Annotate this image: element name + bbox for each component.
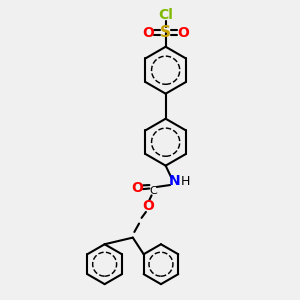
Text: S: S — [160, 25, 171, 40]
Text: O: O — [142, 199, 154, 213]
Text: N: N — [169, 174, 181, 188]
Text: H: H — [180, 175, 190, 188]
Text: C: C — [149, 186, 157, 196]
Text: O: O — [142, 26, 154, 40]
Text: O: O — [131, 181, 143, 194]
Text: O: O — [177, 26, 189, 40]
Text: Cl: Cl — [158, 8, 173, 22]
